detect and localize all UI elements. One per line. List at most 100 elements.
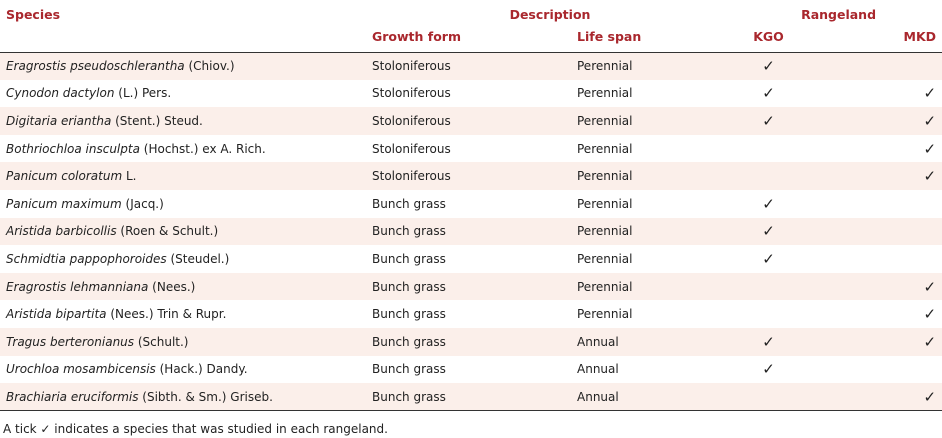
kgo-check-cell [735,300,802,328]
growth-form-cell: Bunch grass [372,362,446,377]
mkd-check-cell: ✓ [923,332,937,351]
species-name: Panicum maximum [6,196,122,211]
growth-form-cell: Bunch grass [372,224,446,239]
table-footnote: A tick ✓ indicates a species that was st… [3,422,388,436]
species-authority: (Chiov.) [184,59,235,74]
species-authority: L. [122,169,137,184]
kgo-check-cell: ✓ [762,332,775,351]
mkd-check-cell [802,190,942,218]
species-name: Brachiaria eruciformis [6,389,139,404]
species-cell: Urochloa mosambicensis (Hack.) Dandy. [0,356,365,384]
growth-form-cell: Bunch grass [372,196,446,211]
life-span-cell: Perennial [577,113,633,128]
kgo-check-cell [735,383,802,411]
species-name: Eragrostis lehmanniana [6,279,149,294]
mkd-check-cell [802,245,942,273]
species-authority: (Hochst.) ex A. Rich. [139,141,266,156]
kgo-check-cell: ✓ [762,194,775,213]
mkd-check-cell: ✓ [923,387,937,406]
species-name: Bothriochloa insculpta [6,141,140,156]
table-body: Eragrostis pseudoschlerantha (Chiov.) Sto… [0,52,942,411]
species-cell: Aristida bipartita (Nees.) Trin & Rupr. [0,300,365,328]
table-row: Panicum coloratum L. Stoloniferous Perenni… [0,162,942,190]
species-table: Species Description Rangeland Growth for… [0,0,942,411]
life-span-cell: Perennial [577,141,633,156]
table-row: Cynodon dactylon (L.) Pers. Stoloniferous… [0,80,942,108]
table-row: Tragus berteronianus (Schult.) Bunch gras… [0,327,942,356]
table-row: Panicum maximum (Jacq.) Bunch grass Perenn… [0,190,942,218]
kgo-check-cell [735,162,802,190]
header-kgo: KGO [753,29,784,44]
header-species: Species [6,7,61,22]
life-span-cell: Perennial [577,251,633,266]
kgo-check-cell: ✓ [762,249,775,268]
table-row: Schmidtia pappophoroides (Steudel.) Bunch… [0,245,942,273]
life-span-cell: Perennial [577,59,633,74]
species-cell: Schmidtia pappophoroides (Steudel.) [0,245,365,273]
species-cell: Eragrostis lehmanniana (Nees.) [0,273,365,301]
species-authority: (Jacq.) [121,196,164,211]
mkd-check-cell [802,52,942,80]
growth-form-cell: Bunch grass [372,251,446,266]
growth-form-cell: Bunch grass [372,334,446,349]
header-description: Description [509,7,591,22]
mkd-check-cell: ✓ [923,167,937,186]
life-span-cell: Annual [577,334,619,349]
kgo-check-cell [735,273,802,301]
table-row: Aristida bipartita (Nees.) Trin & Rupr. B… [0,300,942,328]
growth-form-cell: Bunch grass [372,307,446,322]
mkd-check-cell: ✓ [923,305,937,324]
kgo-check-cell: ✓ [762,222,775,241]
species-authority: (L.) Pers. [114,86,172,101]
species-authority: (Hack.) Dandy. [155,362,248,377]
growth-form-cell: Stoloniferous [372,59,451,74]
species-authority: (Roen & Schult.) [116,224,219,239]
kgo-check-cell: ✓ [762,111,775,130]
species-name: Digitaria eriantha [6,113,112,128]
species-cell: Panicum maximum (Jacq.) [0,190,365,218]
life-span-cell: Perennial [577,169,633,184]
kgo-check-cell: ✓ [762,57,775,76]
species-name: Tragus berteronianus [6,334,135,349]
species-authority: (Sibth. & Sm.) Griseb. [138,389,273,404]
header-row-primary: Species Description Rangeland [0,0,942,29]
kgo-check-cell [735,135,802,163]
mkd-check-cell: ✓ [923,111,937,130]
growth-form-cell: Stoloniferous [372,169,451,184]
life-span-cell: Perennial [577,279,633,294]
kgo-check-cell: ✓ [762,84,775,103]
header-row-secondary: Growth form Life span KGO MKD [0,29,942,52]
header-life-span: Life span [577,29,642,44]
table-row: Digitaria eriantha (Stent.) Steud. Stolon… [0,107,942,135]
life-span-cell: Perennial [577,86,633,101]
mkd-check-cell: ✓ [923,277,937,296]
species-authority: (Nees.) [148,279,196,294]
mkd-check-cell: ✓ [923,139,937,158]
species-cell: Cynodon dactylon (L.) Pers. [0,80,365,108]
species-cell: Panicum coloratum L. [0,162,365,190]
species-cell: Eragrostis pseudoschlerantha (Chiov.) [0,52,365,80]
species-name: Eragrostis pseudoschlerantha [6,59,185,74]
header-blank [0,29,365,52]
life-span-cell: Perennial [577,196,633,211]
species-table-container: Species Description Rangeland Growth for… [0,0,942,411]
growth-form-cell: Bunch grass [372,279,446,294]
table-row: Brachiaria eruciformis (Sibth. & Sm.) Gr… [0,383,942,411]
species-authority: (Stent.) Steud. [111,113,203,128]
species-cell: Brachiaria eruciformis (Sibth. & Sm.) Gr… [0,383,365,411]
mkd-check-cell [802,356,942,384]
table-row: Eragrostis lehmanniana (Nees.) Bunch gras… [0,272,942,301]
species-name: Aristida barbicollis [6,224,117,239]
species-name: Schmidtia pappophoroides [6,251,167,266]
growth-form-cell: Stoloniferous [372,141,451,156]
mkd-check-cell: ✓ [923,84,937,103]
species-name: Panicum coloratum [6,169,123,184]
species-authority: (Schult.) [134,334,189,349]
growth-form-cell: Stoloniferous [372,86,451,101]
life-span-cell: Perennial [577,224,633,239]
life-span-cell: Annual [577,389,619,404]
table-row: Urochloa mosambicensis (Hack.) Dandy. Bun… [0,356,942,384]
species-name: Cynodon dactylon [6,86,115,101]
species-authority: (Steudel.) [166,251,230,266]
life-span-cell: Perennial [577,307,633,322]
